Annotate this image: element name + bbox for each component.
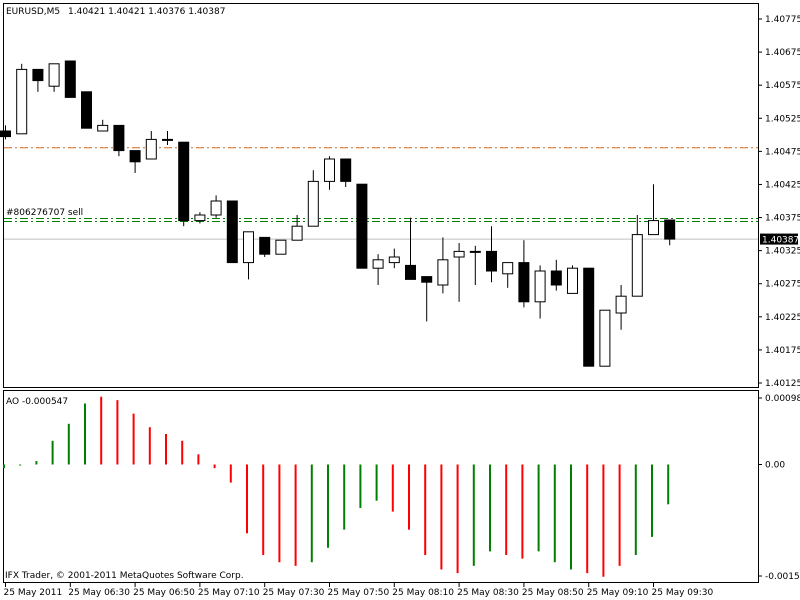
price-tick-label: 1.40275 bbox=[765, 280, 800, 290]
candle-up bbox=[16, 68, 28, 135]
price-tick-label: 1.40525 bbox=[765, 114, 800, 124]
candle-up bbox=[453, 250, 465, 258]
time-tick-label: 25 May 08:30 bbox=[457, 588, 519, 598]
candle-up bbox=[275, 239, 287, 255]
candle-up bbox=[97, 124, 109, 132]
candle-up bbox=[469, 250, 481, 253]
current-price-value: 1.40387 bbox=[762, 235, 799, 245]
candle-down bbox=[129, 150, 141, 163]
ao-axis: 0.000981 0.00 -0.00154 bbox=[758, 394, 800, 582]
time-tick-label: 25 May 09:10 bbox=[587, 588, 649, 598]
price-axis: 1.40775 1.40675 1.40575 1.40525 1.40475 1.404… bbox=[758, 15, 800, 389]
candle-down bbox=[32, 68, 44, 82]
price-tick-label: 1.40425 bbox=[765, 180, 800, 190]
time-tick-label: 25 May 09:30 bbox=[652, 588, 714, 598]
candle-up bbox=[145, 138, 157, 160]
candle-up bbox=[599, 309, 611, 367]
ao-bars bbox=[3, 396, 670, 577]
ao-panel-frame bbox=[3, 390, 759, 583]
price-tick-label: 1.40575 bbox=[765, 81, 800, 91]
time-axis: 25 May 2011 25 May 06:30 25 May 06:50 25 Ma… bbox=[4, 583, 714, 598]
time-tick-label: 25 May 07:50 bbox=[328, 588, 390, 598]
ohlc-label: 1.40421 1.40421 1.40376 1.40387 bbox=[68, 7, 225, 17]
candles bbox=[0, 60, 676, 367]
candle-down bbox=[421, 276, 433, 283]
candle-up bbox=[437, 259, 449, 286]
candle-up bbox=[372, 259, 384, 269]
candle-down bbox=[518, 262, 530, 303]
candle-down bbox=[405, 264, 416, 280]
price-tick-label: 1.40175 bbox=[765, 346, 800, 356]
candle-down bbox=[178, 141, 190, 222]
candle-up bbox=[324, 158, 335, 182]
time-tick-label: 25 May 08:50 bbox=[522, 588, 584, 598]
candle-up bbox=[648, 220, 659, 236]
footer-copyright: IFX Trader, © 2001-2011 MetaQuotes Softw… bbox=[5, 571, 244, 581]
time-tick-label: 25 May 07:10 bbox=[198, 588, 260, 598]
order-label[interactable]: #806276707 sell bbox=[6, 208, 83, 218]
candle-down bbox=[550, 270, 562, 286]
candle-down bbox=[0, 130, 11, 138]
price-tick-label: 1.40125 bbox=[765, 379, 800, 389]
candle-up bbox=[243, 231, 254, 264]
ao-tick-label: 0.000981 bbox=[765, 394, 800, 404]
candle-down bbox=[64, 60, 76, 98]
candle-up bbox=[210, 200, 222, 216]
candle-up bbox=[534, 270, 546, 303]
candle-down bbox=[226, 200, 238, 264]
price-tick-label: 1.40375 bbox=[765, 214, 800, 224]
candle-up bbox=[307, 180, 319, 227]
candle-up bbox=[291, 225, 303, 241]
time-tick-label: 25 May 07:30 bbox=[263, 588, 325, 598]
price-tick-label: 1.40225 bbox=[765, 313, 800, 323]
candle-up bbox=[502, 262, 514, 275]
time-tick-label: 25 May 06:50 bbox=[133, 588, 195, 598]
ao-label: AO -0.000547 bbox=[6, 397, 68, 407]
candle-up bbox=[388, 256, 400, 264]
candle-up bbox=[631, 234, 643, 297]
price-tick-label: 1.40325 bbox=[765, 247, 800, 257]
candle-down bbox=[356, 183, 368, 269]
candle-down bbox=[259, 236, 271, 255]
candle-up bbox=[48, 63, 60, 87]
ao-tick-label: 0.00 bbox=[765, 461, 785, 471]
candle-down bbox=[113, 124, 125, 152]
candle-down bbox=[81, 91, 92, 129]
price-tick-label: 1.40475 bbox=[765, 147, 800, 157]
candle-down bbox=[583, 267, 595, 367]
current-price-badge bbox=[760, 233, 798, 245]
time-tick-label: 25 May 08:10 bbox=[392, 588, 454, 598]
price-panel-frame bbox=[3, 3, 759, 388]
price-tick-label: 1.40775 bbox=[765, 15, 800, 25]
symbol-label: EURUSD,M5 bbox=[6, 7, 60, 17]
time-tick-label: 25 May 06:30 bbox=[68, 588, 130, 598]
candle-up bbox=[162, 138, 173, 141]
time-tick-label: 25 May 2011 bbox=[4, 588, 63, 598]
candle-down bbox=[486, 250, 497, 272]
price-tick-label: 1.40675 bbox=[765, 48, 800, 58]
candle-down bbox=[340, 158, 352, 182]
candle-up bbox=[567, 267, 578, 294]
candle-up bbox=[194, 214, 206, 222]
ao-tick-label: -0.00154 bbox=[765, 572, 800, 582]
candle-down bbox=[664, 219, 676, 240]
candle-up bbox=[615, 295, 627, 314]
